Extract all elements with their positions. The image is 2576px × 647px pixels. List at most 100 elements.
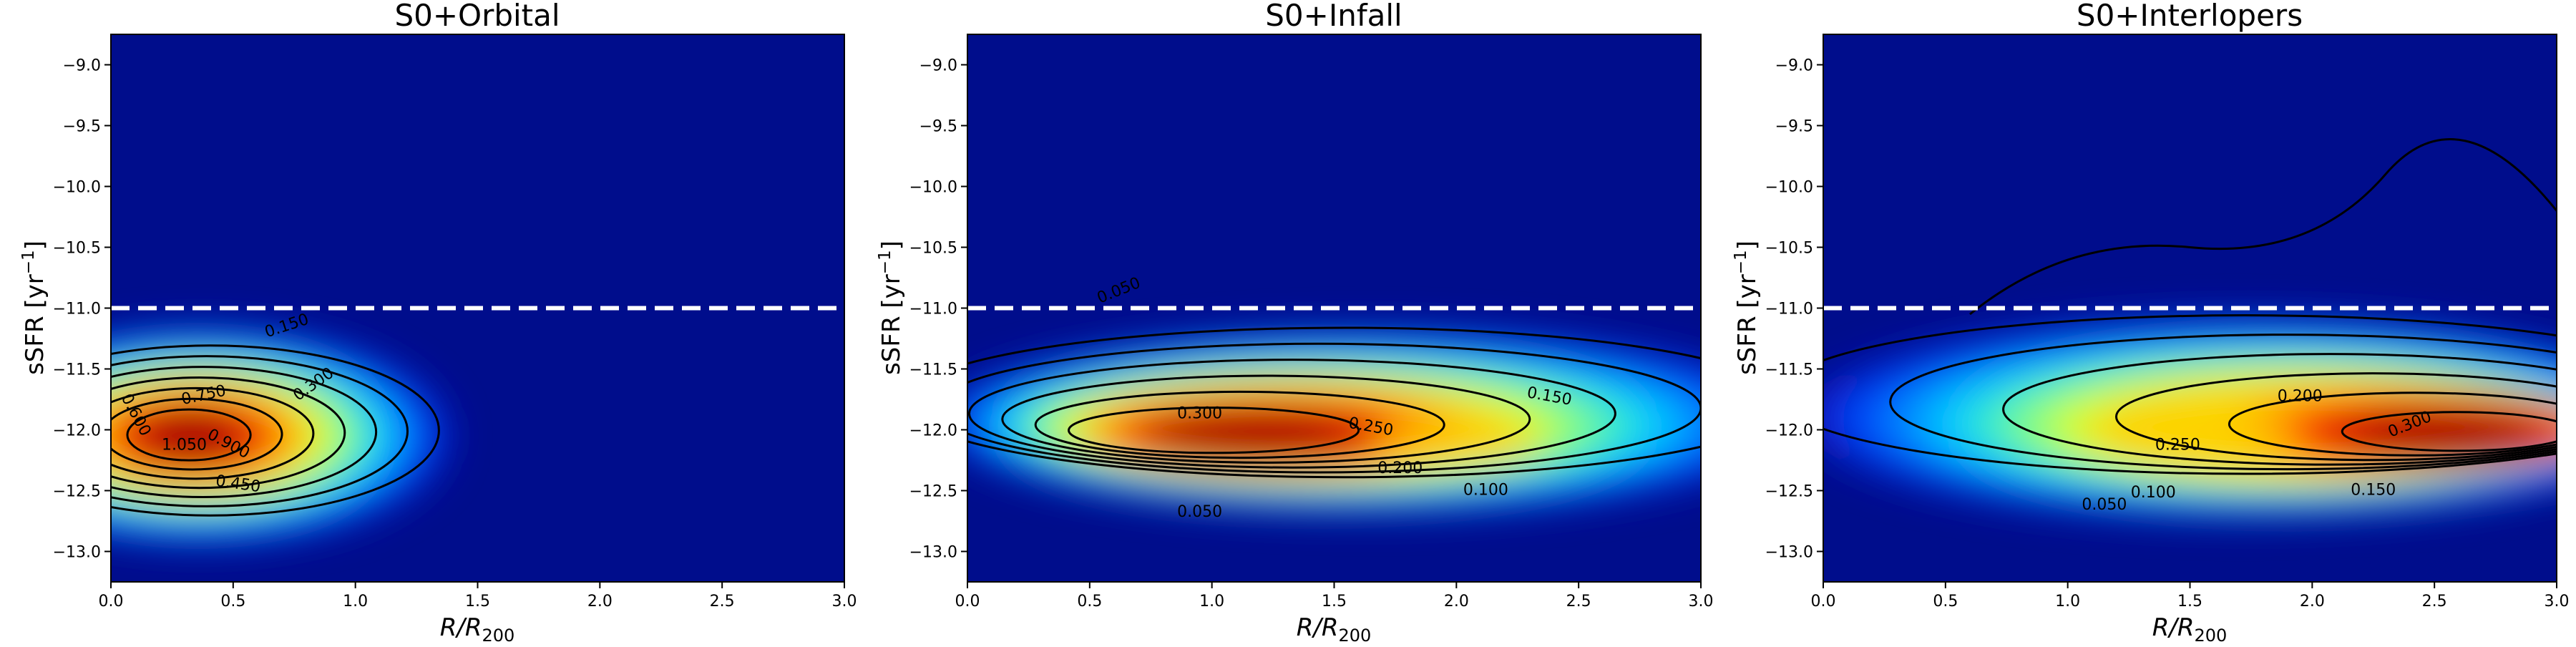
y-tick-label: −12.5 (909, 483, 957, 501)
x-tick-label: 0.5 (1077, 593, 1102, 610)
contour-label: 0.050 (1177, 503, 1222, 521)
y-axis-label: sSFR [yr−1] (876, 240, 906, 375)
x-tick-label: 0.0 (99, 593, 124, 610)
contour-label: 0.250 (2155, 437, 2200, 454)
x-tick-label: 0.0 (1811, 593, 1836, 610)
x-tick-label: 0.5 (220, 593, 245, 610)
x-tick-label: 2.5 (710, 593, 735, 610)
contour-line (1823, 314, 2557, 475)
contour-label: 0.300 (1177, 404, 1222, 422)
contour-label: 0.100 (2131, 484, 2176, 502)
x-tick-label: 1.0 (1199, 593, 1224, 610)
y-ticks: −9.0 −9.5 −10.0 −10.5 −11.0 −11.5 −12.0 −12.5 −1… (1765, 57, 1823, 562)
y-tick-label: −9.5 (63, 118, 101, 136)
y-tick-label: −10.5 (909, 240, 957, 258)
contour-line (111, 376, 346, 490)
y-axis-label: sSFR [yr−1] (19, 240, 49, 375)
density-layer (1148, 412, 1347, 457)
contour-label: 1.050 (162, 437, 207, 454)
density-layer (142, 411, 238, 461)
x-axis-label: R/R200 (440, 613, 515, 644)
y-tick-label: −13.0 (1765, 544, 1813, 562)
x-ticks: 0.0 0.5 1.0 1.5 2.0 2.5 3.0 (1811, 582, 2570, 610)
contour-line (111, 386, 315, 480)
y-tick-label: −13.0 (909, 544, 957, 562)
y-tick-label: −11.5 (53, 361, 101, 379)
contour-line (967, 326, 1701, 479)
contour-line (2002, 353, 2557, 466)
x-axis-label: R/R200 (1297, 613, 1372, 644)
contour-line (111, 344, 440, 517)
y-tick-label: −12.0 (53, 422, 101, 440)
density-layer (2439, 424, 2527, 448)
x-tick-label: 1.5 (1322, 593, 1347, 610)
y-tick-label: −12.5 (1765, 483, 1813, 501)
y-tick-label: −9.0 (919, 57, 957, 75)
y-tick-label: −9.5 (919, 118, 957, 136)
y-tick-label: −11.5 (1765, 361, 1813, 379)
panel-title: S0+Orbital (394, 0, 560, 33)
y-axis-label: sSFR [yr−1] (1732, 240, 1762, 375)
y-tick-label: −11.0 (53, 301, 101, 318)
x-tick-label: 1.5 (2177, 593, 2202, 610)
x-tick-label: 3.0 (1689, 593, 1714, 610)
x-tick-label: 2.0 (2300, 593, 2325, 610)
heatmap (111, 34, 844, 582)
contour-label: 0.100 (1463, 482, 1508, 500)
y-tick-label: −11.0 (1765, 301, 1813, 318)
contour-line (2115, 372, 2557, 462)
y-ticks: −9.0 −9.5 −10.0 −10.5 −11.0 −11.5 −12.0 −12.5 −1… (909, 57, 967, 562)
y-tick-label: −10.0 (53, 179, 101, 197)
contour-line (2228, 391, 2557, 457)
y-tick-label: −9.5 (1775, 118, 1813, 136)
contour-line (126, 408, 252, 462)
contour-label: 0.200 (1377, 459, 1423, 477)
density-layer (1370, 419, 1542, 464)
contour-line (1969, 138, 2557, 316)
y-tick-label: −12.0 (1765, 422, 1813, 440)
contour-label: 0.200 (2278, 388, 2323, 406)
x-tick-label: 3.0 (832, 593, 857, 610)
x-tick-label: 1.0 (2055, 593, 2080, 610)
x-tick-label: 1.5 (465, 593, 490, 610)
contour-line (111, 366, 378, 499)
y-tick-label: −11.5 (909, 361, 957, 379)
panel-title: S0+Infall (1265, 0, 1402, 33)
y-tick-label: −13.0 (53, 544, 101, 562)
y-tick-label: −10.0 (1765, 179, 1813, 197)
y-tick-label: −11.0 (909, 301, 957, 318)
y-tick-label: −9.0 (63, 57, 101, 75)
contour-line (111, 397, 283, 471)
x-tick-label: 3.0 (2545, 593, 2570, 610)
y-tick-label: −10.5 (1765, 240, 1813, 258)
x-ticks: 0.0 0.5 1.0 1.5 2.0 2.5 3.0 (955, 582, 1714, 610)
x-ticks: 0.0 0.5 1.0 1.5 2.0 2.5 3.0 (99, 582, 857, 610)
contour-line (2341, 411, 2557, 452)
contour-line (1889, 334, 2557, 471)
y-tick-label: −10.5 (53, 240, 101, 258)
y-tick-label: −9.0 (1775, 57, 1813, 75)
panel-title: S0+Interlopers (2077, 0, 2303, 33)
contour-line (967, 359, 1616, 469)
y-ticks: −9.0 −9.5 −10.0 −10.5 −11.0 −11.5 −12.0 −12.5 −1… (53, 57, 111, 562)
contour-line (967, 342, 1701, 474)
x-tick-label: 2.5 (2422, 593, 2447, 610)
contour-line (1034, 390, 1445, 459)
contour-line (111, 355, 409, 507)
contour-label: 0.050 (2082, 496, 2127, 514)
contour-line (1068, 407, 1360, 454)
y-tick-label: −12.0 (909, 422, 957, 440)
x-axis-label: R/R200 (2152, 613, 2228, 644)
x-tick-label: 0.5 (1933, 593, 1958, 610)
x-tick-label: 1.0 (343, 593, 368, 610)
density-layer (2079, 415, 2301, 457)
x-tick-label: 2.0 (587, 593, 613, 610)
x-tick-label: 2.5 (1566, 593, 1591, 610)
contour-line (1001, 374, 1531, 464)
